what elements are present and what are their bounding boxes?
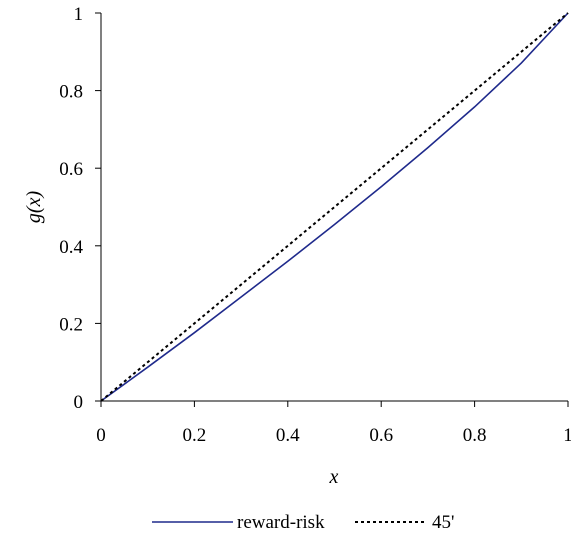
y-axis-title: g(x) xyxy=(23,191,45,224)
y-tick-label: 0.6 xyxy=(59,159,83,180)
legend-label-0: reward-risk xyxy=(237,512,325,533)
legend-label-1: 45' xyxy=(432,512,454,533)
series-line-1 xyxy=(100,12,569,402)
y-tick-label: 0.2 xyxy=(59,314,83,335)
ticks: 0 0.2 0.4 0.6 0.8 1 0 0.2 0.4 0.6 0.8 1 xyxy=(59,4,571,446)
y-tick-label: 0.4 xyxy=(59,237,83,258)
y-tick-label: 1 xyxy=(74,4,84,25)
y-tick-label: 0 xyxy=(74,392,84,413)
series-line-0 xyxy=(100,12,569,402)
x-tick-label: 0.4 xyxy=(276,425,300,446)
x-tick-label: 0.8 xyxy=(463,425,487,446)
legend: reward-risk 45' xyxy=(152,512,454,533)
x-axis-title: x xyxy=(329,466,339,488)
x-tick-label: 0 xyxy=(96,425,106,446)
x-tick-label: 0.2 xyxy=(183,425,207,446)
axes xyxy=(100,13,568,402)
x-tick-label: 1 xyxy=(563,425,571,446)
y-tick-label: 0.8 xyxy=(59,82,83,103)
x-tick-label: 0.6 xyxy=(369,425,393,446)
series-layer xyxy=(100,12,569,402)
